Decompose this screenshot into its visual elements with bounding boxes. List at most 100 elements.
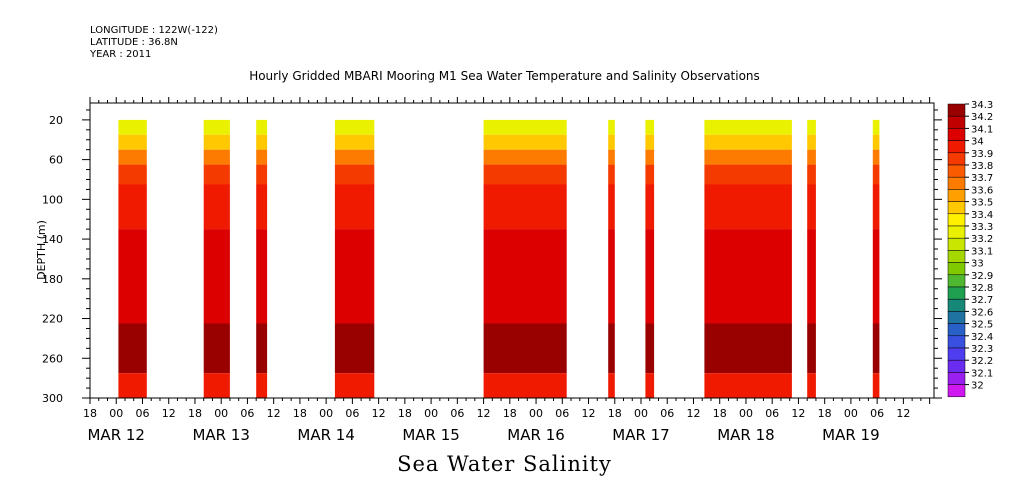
x-tick-label: 06 bbox=[555, 407, 569, 420]
x-date-label: MAR 18 bbox=[717, 426, 774, 444]
x-tick-label: 00 bbox=[109, 407, 123, 420]
data-cell bbox=[608, 149, 615, 165]
data-cell bbox=[334, 323, 375, 374]
data-cell bbox=[608, 323, 615, 374]
longitude-label: LONGITUDE : 122W(-122) bbox=[90, 25, 218, 36]
colorbar-swatch bbox=[947, 140, 966, 154]
data-cell bbox=[118, 134, 147, 150]
data-cell bbox=[118, 119, 147, 135]
data-cell bbox=[203, 134, 230, 150]
data-cell bbox=[256, 164, 268, 185]
x-date-label: MAR 19 bbox=[822, 426, 879, 444]
x-tick-label: 12 bbox=[162, 407, 176, 420]
colorbar-swatch bbox=[947, 152, 966, 166]
colorbar-swatch bbox=[947, 237, 966, 251]
data-cell bbox=[608, 373, 615, 398]
y-tick-label: 100 bbox=[42, 193, 63, 206]
data-cell bbox=[256, 134, 268, 150]
data-cell bbox=[645, 164, 655, 185]
x-tick-label: 18 bbox=[83, 407, 97, 420]
latitude-label: LATITUDE : 36.8N bbox=[90, 37, 178, 48]
colorbar-label: 34.2 bbox=[971, 112, 993, 123]
colorbar-label: 32.1 bbox=[971, 368, 993, 379]
data-cell bbox=[483, 373, 567, 398]
colorbar-label: 33.1 bbox=[971, 246, 993, 257]
y-tick-label: 60 bbox=[49, 154, 63, 167]
x-tick-label: 12 bbox=[791, 407, 805, 420]
y-tick-label: 180 bbox=[42, 273, 63, 286]
y-tick-label: 20 bbox=[49, 114, 63, 127]
data-cell bbox=[118, 373, 147, 398]
colorbar-swatch bbox=[947, 176, 966, 190]
data-cell bbox=[872, 149, 880, 165]
data-cell bbox=[203, 323, 230, 374]
variable-title: Sea Water Salinity bbox=[397, 452, 612, 476]
data-cell bbox=[704, 119, 792, 135]
data-cell bbox=[483, 323, 567, 374]
data-cell bbox=[334, 184, 375, 230]
x-date-label: MAR 16 bbox=[507, 426, 564, 444]
colorbar-swatch bbox=[947, 262, 966, 276]
y-tick-label: 140 bbox=[42, 233, 63, 246]
colorbar-label: 34.1 bbox=[971, 124, 993, 135]
colorbar-label: 32.6 bbox=[971, 307, 993, 318]
y-axis-label: DEPTH (m) bbox=[35, 220, 48, 280]
data-cell bbox=[203, 373, 230, 398]
data-cell bbox=[872, 119, 880, 135]
colorbar-label: 33.8 bbox=[971, 161, 993, 172]
data-cell bbox=[645, 184, 655, 230]
data-cell bbox=[807, 134, 816, 150]
data-cell bbox=[483, 184, 567, 230]
colorbar-swatch bbox=[947, 323, 966, 337]
colorbar-swatch bbox=[947, 347, 966, 361]
data-cell bbox=[334, 134, 375, 150]
x-tick-label: 12 bbox=[686, 407, 700, 420]
data-cell bbox=[203, 119, 230, 135]
data-cell bbox=[645, 149, 655, 165]
data-cell bbox=[704, 164, 792, 185]
data-cell bbox=[608, 229, 615, 324]
colorbar-swatch bbox=[947, 250, 966, 263]
x-tick-label: 06 bbox=[765, 407, 779, 420]
colorbar-label: 32.8 bbox=[971, 283, 993, 294]
colorbar-swatch bbox=[947, 359, 966, 373]
x-date-label: MAR 17 bbox=[612, 426, 669, 444]
x-tick-label: 00 bbox=[634, 407, 648, 420]
colorbar-label: 33.6 bbox=[971, 185, 993, 196]
colorbar-label: 33.5 bbox=[971, 198, 993, 209]
data-cell bbox=[704, 149, 792, 165]
x-date-label: MAR 15 bbox=[402, 426, 459, 444]
colorbar-label: 32.5 bbox=[971, 320, 993, 331]
data-cell bbox=[483, 119, 567, 135]
data-cell bbox=[704, 229, 792, 324]
data-cell bbox=[256, 184, 268, 230]
x-tick-label: 00 bbox=[319, 407, 333, 420]
data-cell bbox=[608, 119, 615, 135]
data-cell bbox=[645, 323, 655, 374]
colorbar-label: 32.3 bbox=[971, 344, 993, 355]
data-cell bbox=[704, 373, 792, 398]
data-cell bbox=[807, 323, 816, 374]
x-tick-label: 00 bbox=[214, 407, 228, 420]
x-tick-label: 00 bbox=[844, 407, 858, 420]
x-tick-label: 18 bbox=[503, 407, 517, 420]
data-cell bbox=[203, 164, 230, 185]
data-cell bbox=[334, 164, 375, 185]
colorbar-swatch bbox=[947, 164, 966, 178]
data-cell bbox=[645, 119, 655, 135]
data-cell bbox=[645, 229, 655, 324]
colorbar-swatch bbox=[947, 103, 966, 117]
data-cell bbox=[483, 134, 567, 150]
x-tick-label: 18 bbox=[608, 407, 622, 420]
data-cell bbox=[118, 149, 147, 165]
data-cell bbox=[256, 119, 268, 135]
x-tick-label: 12 bbox=[477, 407, 491, 420]
colorbar-label: 33.2 bbox=[971, 234, 993, 245]
colorbar-label: 32.7 bbox=[971, 295, 993, 306]
x-tick-label: 18 bbox=[293, 407, 307, 420]
colorbar-swatch bbox=[947, 311, 966, 324]
data-cell bbox=[872, 134, 880, 150]
axes: 18 00 06 12 18 00 06 12 18 00 06 12 18 00 06 12 18 00 06 12… bbox=[42, 97, 942, 444]
colorbar-swatch bbox=[947, 225, 966, 239]
data-cell bbox=[872, 184, 880, 230]
